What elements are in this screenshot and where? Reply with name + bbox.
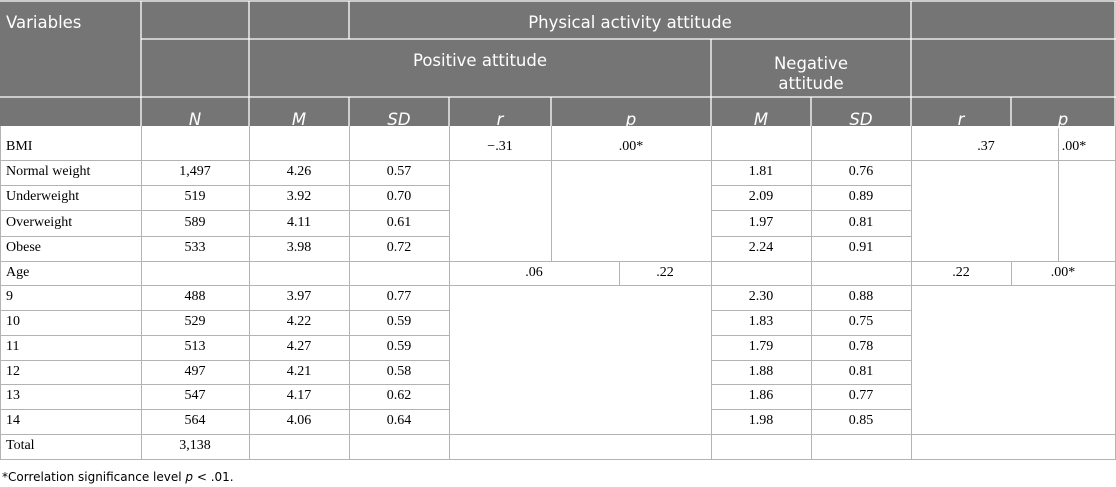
age-positive-r: .06 — [525, 265, 543, 280]
row-label-underweight: Underweight — [6, 189, 80, 204]
cell-m: 3.92 — [286, 189, 312, 204]
header-negative-attitude-line2: attitude — [778, 74, 844, 93]
header-dividers — [0, 0, 1116, 126]
cell-n: 1,497 — [179, 164, 211, 179]
cell-sd2: 0.91 — [848, 240, 874, 255]
row-label-overweight: Overweight — [6, 215, 73, 230]
row-label-age-9: 9 — [6, 289, 13, 304]
footnote-suffix: < .01. — [193, 470, 234, 484]
row-label-bmi: BMI — [6, 139, 33, 154]
cell-sd2: 0.81 — [848, 215, 874, 230]
cell-m: 4.06 — [286, 413, 312, 428]
header-col-p2: p — [1057, 110, 1069, 129]
header-negative-attitude-line1: Negative — [773, 54, 849, 73]
cell-sd2: 0.78 — [848, 339, 874, 354]
cell-sd2: 0.77 — [848, 388, 874, 403]
cell-m2: 1.86 — [748, 388, 774, 403]
age-negative-p: .00* — [1050, 265, 1076, 280]
cell-m2: 1.98 — [748, 413, 774, 428]
cell-sd2: 0.85 — [848, 413, 874, 428]
cell-n: 589 — [184, 215, 206, 230]
cell-sd2: 0.88 — [848, 289, 874, 304]
cell-sd: 0.64 — [386, 413, 412, 428]
age-positive-p: .22 — [656, 265, 674, 280]
row-label-age-11: 11 — [6, 339, 20, 354]
bmi-positive-r: −.31 — [487, 139, 513, 154]
cell-sd: 0.61 — [386, 215, 412, 230]
cell-sd: 0.62 — [386, 388, 412, 403]
row-label-age-14: 14 — [6, 413, 20, 428]
cell-n: 488 — [184, 289, 206, 304]
cell-sd: 0.59 — [386, 339, 412, 354]
cell-m2: 1.83 — [748, 314, 774, 329]
footnote-p: p — [185, 470, 194, 484]
cell-m2: 1.81 — [748, 164, 774, 179]
age-negative-r: .22 — [952, 265, 970, 280]
row-label-obese: Obese — [6, 240, 41, 255]
cell-sd2: 0.81 — [848, 364, 874, 379]
cell-m2: 1.79 — [748, 339, 774, 354]
row-label-age-12: 12 — [6, 364, 20, 379]
cell-m2: 2.30 — [748, 289, 774, 304]
cell-n: 529 — [184, 314, 206, 329]
cell-m: 4.22 — [286, 314, 312, 329]
cell-m: 3.98 — [286, 240, 312, 255]
bmi-positive-p: .00* — [618, 139, 644, 154]
row-label-age: Age — [6, 265, 30, 280]
cell-m: 4.11 — [287, 215, 311, 230]
cell-m2: 1.88 — [748, 364, 774, 379]
header-col-p: p — [625, 110, 637, 129]
cell-m2: 2.09 — [748, 189, 774, 204]
cell-m: 4.26 — [286, 164, 312, 179]
cell-n: 533 — [184, 240, 206, 255]
bmi-negative-r: .37 — [977, 139, 995, 154]
row-label-normal-weight: Normal weight — [6, 164, 91, 179]
cell-n: 497 — [184, 364, 206, 379]
cell-n: 519 — [184, 189, 206, 204]
header-col-m2: M — [753, 110, 769, 129]
body-borders — [0, 126, 1116, 460]
cell-n: 513 — [184, 339, 206, 354]
header-col-sd2: SD — [849, 110, 873, 129]
header-background — [0, 0, 1116, 126]
cell-m: 4.27 — [286, 339, 312, 354]
footnote-prefix: *Correlation significance level — [2, 470, 186, 484]
cell-sd: 0.58 — [386, 364, 412, 379]
header-col-r2: r — [957, 110, 965, 129]
cell-m2: 2.24 — [748, 240, 774, 255]
cell-n: 547 — [184, 388, 206, 403]
cell-m2: 1.97 — [748, 215, 774, 230]
header-positive-attitude: Positive attitude — [412, 51, 548, 70]
header-col-m: M — [291, 110, 307, 129]
cell-m: 4.17 — [286, 388, 312, 403]
cell-m: 4.21 — [286, 364, 312, 379]
header-physical-activity-attitude: Physical activity attitude — [528, 13, 732, 32]
cell-sd: 0.57 — [386, 164, 412, 179]
cell-n: 3,138 — [179, 438, 211, 453]
header-variables: Variables — [6, 13, 82, 32]
footnote: *Correlation significance level p < .01. — [2, 470, 234, 484]
row-label-age-10: 10 — [6, 314, 20, 329]
cell-sd: 0.70 — [386, 189, 412, 204]
cell-sd2: 0.89 — [848, 189, 874, 204]
header-col-n: N — [188, 110, 202, 129]
row-label-total: Total — [6, 438, 35, 453]
row-label-age-13: 13 — [6, 388, 20, 403]
cell-sd2: 0.75 — [848, 314, 874, 329]
cell-sd: 0.59 — [386, 314, 412, 329]
cell-sd2: 0.76 — [848, 164, 874, 179]
cell-m: 3.97 — [286, 289, 312, 304]
header-col-sd: SD — [387, 110, 411, 129]
table-grid — [0, 0, 1116, 460]
cell-sd: 0.77 — [386, 289, 412, 304]
cell-sd: 0.72 — [386, 240, 412, 255]
header-col-r: r — [496, 110, 504, 129]
bmi-negative-p: .00* — [1061, 139, 1087, 154]
cell-n: 564 — [184, 413, 206, 428]
